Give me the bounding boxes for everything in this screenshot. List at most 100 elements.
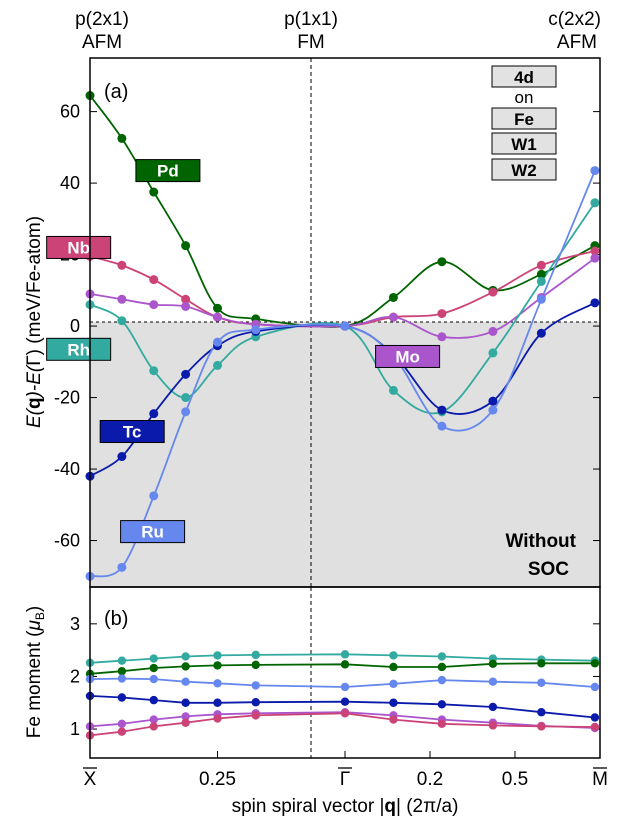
moment-point-tc bbox=[149, 695, 158, 705]
moment-point-pd bbox=[488, 659, 498, 669]
moment-point-nb bbox=[537, 722, 546, 731]
moment-point-rh bbox=[181, 652, 190, 661]
moment-point-nb bbox=[251, 711, 260, 720]
no-soc-note-line1: Without bbox=[505, 531, 576, 552]
data-point-pd bbox=[181, 241, 191, 251]
top-label-mid-line2: FM bbox=[297, 32, 324, 53]
moment-point-ru bbox=[149, 674, 158, 684]
moment-point-nb bbox=[437, 719, 447, 728]
moment-point-nb bbox=[389, 715, 398, 724]
data-point-rh bbox=[181, 393, 191, 403]
moment-point-ru bbox=[488, 677, 498, 686]
moment-point-tc bbox=[437, 700, 447, 709]
moment-point-tc bbox=[488, 702, 498, 712]
moment-line-pd bbox=[89, 662, 595, 675]
data-point-pd bbox=[213, 303, 222, 313]
x-tick-label: 0.2 bbox=[417, 769, 443, 790]
top-label-left-line2: AFM bbox=[82, 32, 122, 53]
moment-point-mo bbox=[181, 712, 190, 721]
data-point-mo bbox=[488, 326, 498, 336]
panel-label-b: (b) bbox=[104, 608, 128, 630]
top-label-right-line2: AFM bbox=[557, 32, 597, 53]
series-label-box bbox=[375, 344, 441, 368]
series-label-box bbox=[135, 159, 201, 183]
moment-point-rh bbox=[251, 650, 260, 660]
series-label-text: Ru bbox=[141, 523, 164, 542]
y-tick-label-a: -20 bbox=[54, 388, 80, 408]
data-point-nb bbox=[149, 275, 159, 285]
data-point-ru bbox=[149, 491, 159, 501]
moment-point-ru bbox=[213, 679, 222, 688]
y-tick-label-a: -40 bbox=[54, 459, 80, 479]
series-label-text: Mo bbox=[395, 347, 420, 366]
moment-point-pd bbox=[340, 660, 350, 669]
moment-point-pd bbox=[537, 659, 546, 668]
moment-point-ru bbox=[389, 679, 398, 689]
data-point-ru bbox=[488, 405, 498, 415]
data-point-tc bbox=[149, 409, 159, 419]
moment-point-ru bbox=[340, 682, 350, 692]
x-tick-label: M bbox=[592, 769, 608, 790]
data-point-rh bbox=[488, 348, 498, 358]
panel-b: 1 2 3 (b) X 0.25 Γ 0.2 0.5 M Fe moment (μB) spi… bbox=[24, 586, 608, 817]
data-point-ru bbox=[181, 407, 191, 417]
series-label-rh: Rh bbox=[46, 337, 112, 361]
top-label-right-line1: c(2x2) bbox=[548, 9, 601, 30]
top-label-left-line1: p(2x1) bbox=[75, 9, 129, 30]
data-point-nb bbox=[590, 246, 600, 256]
layer-label-4d: 4d bbox=[514, 68, 534, 87]
moment-point-ru bbox=[437, 675, 447, 685]
layer-box-fe bbox=[491, 107, 557, 130]
data-point-rh bbox=[117, 316, 127, 326]
y-tick-label-b: 2 bbox=[70, 666, 80, 686]
data-point-mo bbox=[590, 253, 600, 263]
moment-point-nb bbox=[488, 721, 498, 730]
series-labels-a: Pd Nb Rh Tc Ru Mo bbox=[46, 159, 441, 544]
data-point-mo bbox=[388, 312, 398, 322]
series-label-text: Tc bbox=[123, 423, 142, 442]
data-point-rh bbox=[213, 360, 222, 370]
data-point-ru bbox=[340, 321, 350, 331]
x-axis-label: spin spiral vector |q| (2π/a) bbox=[232, 796, 459, 817]
series-label-text: Rh bbox=[67, 340, 90, 359]
moment-point-pd bbox=[437, 662, 447, 672]
top-label-mid-line1: p(1x1) bbox=[284, 9, 338, 30]
moment-point-pd bbox=[181, 662, 190, 671]
data-point-ru bbox=[251, 325, 261, 335]
moment-point-tc bbox=[340, 697, 350, 706]
data-point-tc bbox=[590, 298, 600, 308]
moment-point-ru bbox=[537, 678, 546, 687]
data-point-pd bbox=[437, 257, 447, 267]
moment-point-ru bbox=[251, 681, 260, 690]
moment-point-mo bbox=[149, 715, 158, 724]
y-tick-label-a: 40 bbox=[60, 173, 80, 193]
moment-point-tc bbox=[251, 698, 260, 707]
moment-line-ru bbox=[89, 677, 595, 688]
data-point-tc bbox=[437, 405, 447, 415]
data-point-rh bbox=[149, 366, 159, 376]
series-label-box bbox=[46, 235, 112, 259]
y-axis-ticks-a: -60-40-200204060 bbox=[54, 102, 600, 551]
series-label-text: Nb bbox=[67, 238, 90, 257]
data-point-tc bbox=[536, 328, 546, 338]
points-a bbox=[85, 91, 600, 581]
x-tick-label: Γ bbox=[340, 769, 350, 790]
lines-b bbox=[89, 653, 595, 737]
moment-line-mo bbox=[89, 711, 595, 729]
data-point-ru bbox=[213, 337, 222, 347]
data-point-nb bbox=[536, 260, 546, 270]
layer-box-w1 bbox=[491, 132, 557, 155]
data-point-mo bbox=[181, 301, 191, 311]
layer-box-4d bbox=[491, 65, 557, 88]
data-point-mo bbox=[149, 300, 159, 310]
series-label-box bbox=[46, 337, 112, 361]
data-point-rh bbox=[388, 385, 398, 395]
layer-label-on: on bbox=[515, 88, 534, 107]
moment-point-rh bbox=[149, 654, 158, 663]
moment-line-rh bbox=[89, 653, 595, 664]
moment-point-tc bbox=[537, 708, 546, 717]
series-label-text: Pd bbox=[157, 162, 179, 181]
data-point-rh bbox=[590, 198, 600, 208]
layer-label-fe: Fe bbox=[514, 110, 534, 129]
panel-label-a: (a) bbox=[104, 81, 128, 103]
